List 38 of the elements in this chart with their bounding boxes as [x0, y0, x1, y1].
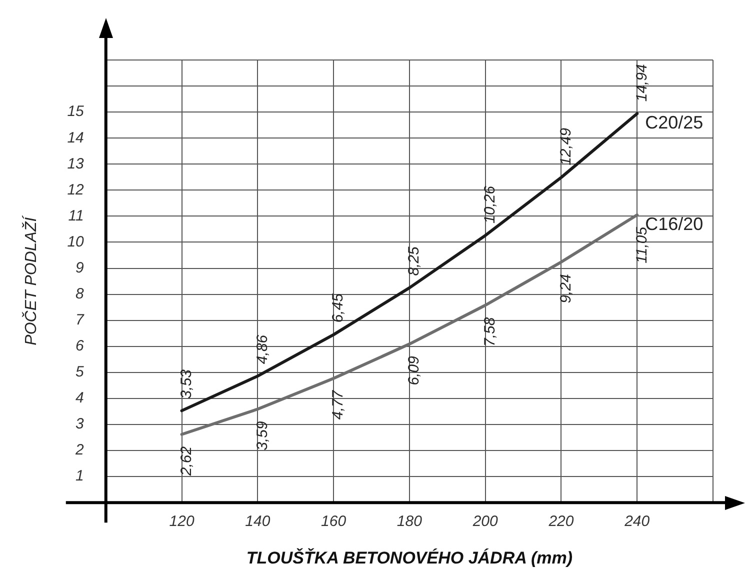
x-tick-label: 200 — [472, 512, 498, 530]
y-tick-label: 1 — [76, 468, 84, 485]
data-label: 7,58 — [482, 316, 499, 346]
data-label: 6,45 — [330, 292, 347, 323]
series-label: C20/25 — [645, 112, 704, 133]
y-tick-label: 8 — [76, 285, 85, 302]
data-label: 4,77 — [330, 390, 347, 420]
data-label: 3,59 — [254, 420, 271, 450]
data-label: 4,86 — [254, 334, 271, 364]
y-tick-label: 6 — [76, 338, 85, 355]
y-tick-label: 3 — [76, 416, 85, 433]
y-tick-label: 7 — [76, 312, 85, 329]
x-tick-label: 220 — [548, 512, 574, 530]
y-tick-label: 9 — [76, 259, 85, 276]
y-tick-label: 14 — [67, 129, 84, 146]
x-tick-label: 160 — [321, 512, 347, 530]
y-tick-label: 13 — [67, 155, 85, 172]
y-tick-label: 10 — [67, 233, 85, 250]
data-label: 8,25 — [406, 246, 423, 276]
x-tick-label: 120 — [169, 512, 195, 530]
y-tick-label: 12 — [67, 181, 85, 198]
x-axis-title: TLOUŠŤKA BETONOVÉHO JÁDRA (mm) — [246, 547, 573, 568]
x-tick-label: 240 — [624, 512, 650, 530]
y-tick-label: 15 — [67, 103, 85, 120]
y-tick-label: 5 — [76, 364, 85, 381]
data-label: 6,09 — [406, 355, 423, 386]
x-tick-label: 180 — [396, 512, 423, 530]
x-tick-label: 140 — [245, 512, 271, 530]
data-label: 12,49 — [557, 127, 574, 166]
y-tick-label: 4 — [76, 390, 84, 407]
y-tick-label: 2 — [74, 442, 85, 459]
data-label: 9,24 — [557, 274, 574, 304]
data-label: 2,62 — [178, 446, 195, 477]
data-label: 10,26 — [482, 185, 499, 224]
y-axis-title: POČET PODLAŽÍ — [22, 214, 40, 346]
data-label: 3,53 — [178, 368, 195, 399]
data-label: 14,94 — [633, 64, 650, 102]
y-tick-label: 11 — [68, 207, 84, 224]
